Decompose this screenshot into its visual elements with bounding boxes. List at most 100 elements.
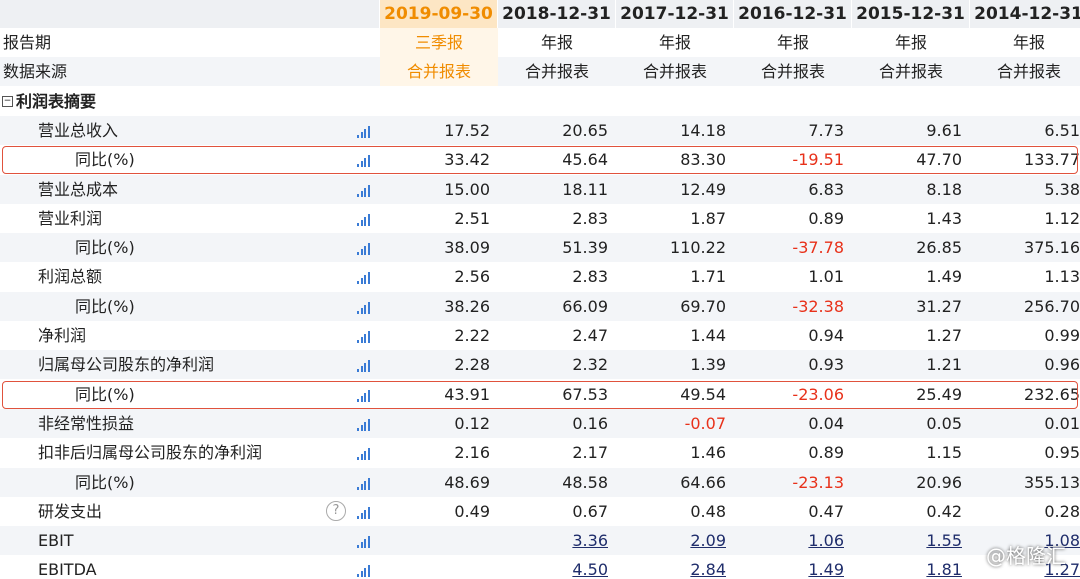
icon-bar — [364, 304, 366, 314]
chart-icon[interactable] — [357, 301, 371, 314]
icon-bar — [360, 512, 363, 519]
chart-icon[interactable] — [357, 360, 371, 373]
chart-icon[interactable] — [357, 243, 371, 256]
cell-value[interactable]: 1.27 — [1044, 560, 1080, 579]
cell-value[interactable]: 1.49 — [808, 560, 844, 579]
row-label: 营业总收入 — [38, 120, 119, 140]
icon-bar — [367, 536, 370, 549]
cell-value: 38.09 — [444, 238, 490, 258]
cell-value: 83.30 — [680, 150, 726, 170]
icon-bar — [360, 337, 363, 343]
cell-value: 51.39 — [562, 238, 608, 258]
row-background — [0, 145, 1080, 175]
chart-icon[interactable] — [357, 418, 371, 431]
row-background — [0, 291, 1080, 321]
icon-bar — [357, 193, 359, 197]
cell-value: 0.89 — [808, 208, 844, 228]
cell-value[interactable]: 2.09 — [690, 531, 726, 551]
icon-bar — [364, 334, 366, 343]
cell-value: -23.06 — [792, 384, 844, 404]
icon-bar — [360, 249, 363, 256]
chart-icon[interactable] — [357, 272, 371, 285]
cell-value[interactable]: 1.81 — [926, 560, 962, 579]
cell-value: 47.70 — [916, 150, 962, 170]
column-header: 2018-12-31 — [498, 0, 616, 28]
column-header: 2016-12-31 — [734, 0, 852, 28]
row-label: 营业利润 — [38, 208, 103, 228]
row-label: 同比(%) — [75, 238, 135, 258]
icon-bar — [360, 424, 363, 431]
cell-value: -23.13 — [792, 472, 844, 492]
icon-bar — [364, 480, 366, 490]
cell-value[interactable]: 1.55 — [926, 531, 962, 551]
cell-value[interactable]: 2.84 — [690, 560, 726, 579]
row-label: 非经常性损益 — [38, 413, 135, 433]
chart-icon[interactable] — [357, 448, 371, 461]
row-background — [0, 467, 1080, 497]
cell-value: 0.28 — [1044, 501, 1080, 521]
chart-icon[interactable] — [357, 213, 371, 226]
cell-value: 合并报表 — [996, 62, 1061, 82]
icon-bar — [364, 158, 366, 168]
cell-value: 133.77 — [1024, 150, 1080, 170]
cell-value: 1.27 — [926, 326, 962, 345]
cell-value: 0.47 — [808, 501, 844, 521]
cell-value: 110.22 — [670, 238, 726, 258]
column-header: 2014-12-31 — [970, 0, 1080, 28]
row-label: 利润表摘要 — [16, 91, 97, 111]
icon-bar — [364, 539, 366, 549]
cell-value: 12.49 — [680, 179, 726, 199]
icon-bar — [357, 515, 359, 519]
cell-value: 20.65 — [562, 120, 608, 140]
chart-icon[interactable] — [357, 184, 371, 197]
cell-value: 年报 — [776, 33, 809, 52]
chart-icon[interactable] — [357, 155, 371, 168]
cell-value: 1.44 — [690, 326, 726, 345]
cell-value: 1.43 — [926, 208, 962, 228]
cell-value[interactable]: 1.06 — [808, 531, 844, 551]
help-icon[interactable]: ? — [326, 500, 346, 521]
icon-bar — [364, 509, 366, 519]
icon-bar — [360, 542, 363, 549]
cell-value: 15.00 — [444, 179, 490, 199]
collapse-icon[interactable]: − — [2, 95, 13, 107]
cell-value: 8.18 — [926, 179, 962, 199]
row-background — [0, 57, 1080, 87]
chart-icon[interactable] — [357, 536, 371, 549]
cell-value: 5.38 — [1044, 179, 1080, 199]
cell-value[interactable]: 1.08 — [1044, 531, 1080, 551]
row-label: 同比(%) — [75, 384, 135, 404]
cell-value: 69.70 — [680, 296, 726, 316]
cell-value: 31.27 — [916, 296, 962, 316]
cell-value: 14.18 — [680, 120, 726, 140]
icon-bar — [367, 360, 370, 373]
icon-bar — [360, 161, 363, 168]
icon-bar — [367, 418, 370, 431]
chart-icon[interactable] — [357, 331, 371, 343]
chart-icon[interactable] — [357, 477, 371, 490]
icon-bar — [357, 427, 359, 431]
row-background — [0, 350, 1080, 380]
icon-bar — [360, 190, 363, 197]
cell-value[interactable]: 4.50 — [572, 560, 608, 579]
chart-icon[interactable] — [357, 389, 371, 402]
cell-value: 2.51 — [454, 208, 490, 228]
chart-icon[interactable] — [357, 506, 371, 519]
icon-bar — [367, 506, 370, 519]
cell-value: 20.96 — [916, 472, 962, 492]
cell-value[interactable]: 3.36 — [572, 531, 608, 551]
icon-bar — [367, 125, 370, 138]
cell-value: 232.65 — [1024, 384, 1080, 404]
row-background — [0, 408, 1080, 438]
row-label: EBITDA — [38, 560, 97, 579]
cell-value: 0.67 — [572, 501, 608, 521]
chart-icon[interactable] — [357, 565, 371, 578]
cell-value: 48.69 — [444, 472, 490, 492]
row-background — [0, 496, 1080, 526]
header-blank — [0, 0, 380, 28]
cell-value: 17.52 — [444, 120, 490, 140]
cell-value: 年报 — [540, 33, 573, 52]
chart-icon[interactable] — [357, 125, 371, 138]
row-label: 同比(%) — [75, 472, 135, 492]
cell-value: 25.49 — [916, 384, 962, 404]
